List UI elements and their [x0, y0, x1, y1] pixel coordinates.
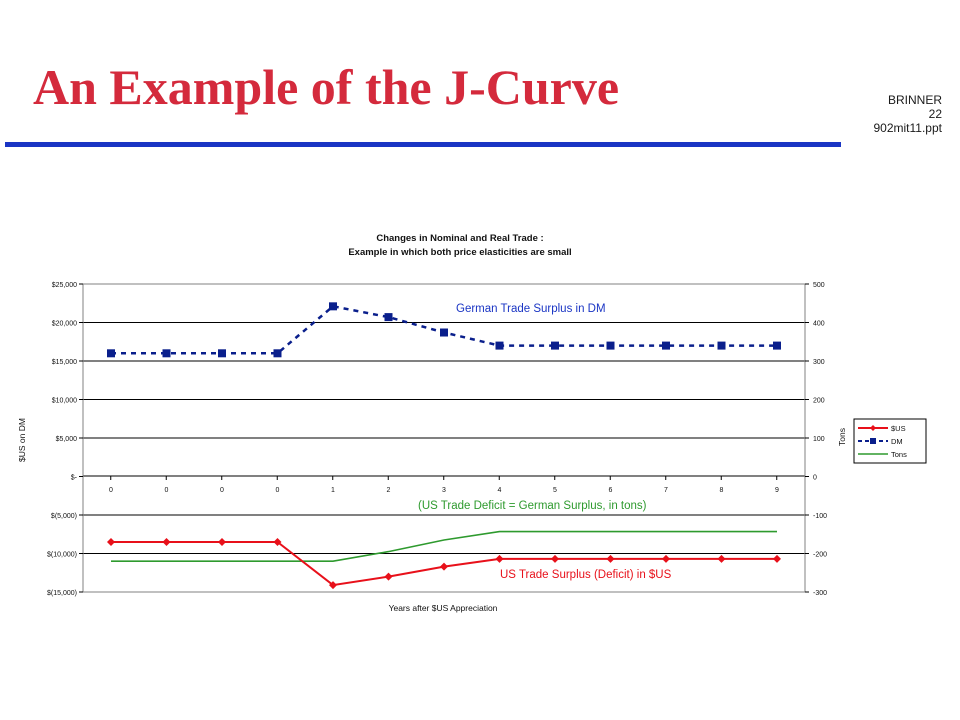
dm-point	[384, 313, 393, 322]
slide-meta: BRINNER 22 902mit11.ppt	[874, 93, 943, 135]
dm-point	[773, 341, 781, 350]
right-tick-label: -300	[813, 590, 827, 597]
dm-point	[551, 341, 559, 350]
legend-entries: $US DM Tons	[858, 424, 907, 459]
x-tick-label: 0	[109, 487, 113, 494]
x-tick-label: 7	[664, 487, 668, 494]
meta-file: 902mit11.ppt	[873, 121, 943, 135]
x-tick-label: 4	[498, 487, 502, 494]
dm-point	[440, 328, 448, 337]
usd-point	[329, 581, 337, 590]
chart-title-line2: Example in which both price elasticities…	[348, 247, 571, 258]
right-tick-label: 400	[813, 321, 825, 328]
right-tick-label: -100	[813, 513, 827, 520]
left-tick-label: $(5,000)	[51, 513, 77, 520]
usd-point	[384, 572, 393, 581]
usd-point	[440, 562, 448, 571]
usd-point	[162, 537, 171, 546]
left-tick-label: $(10,000)	[47, 552, 77, 559]
meta-page: 22	[928, 107, 942, 121]
title-rule	[5, 142, 841, 147]
x-tick-label: 1	[331, 487, 335, 494]
usd-annotation: US Trade Surplus (Deficit) in $US	[500, 569, 672, 581]
right-tick-label: 500	[813, 282, 825, 289]
left-tick-label: $15,000	[52, 359, 77, 366]
left-tick-label: $20,000	[52, 321, 77, 328]
usd-point	[495, 554, 504, 563]
usd-point	[107, 537, 115, 546]
usd-point	[273, 537, 282, 546]
left-tick-label: $(15,000)	[47, 590, 77, 597]
series-layer	[107, 302, 781, 590]
usd-legend-label: $US	[891, 424, 906, 433]
left-tick-label: $-	[71, 475, 78, 482]
right-tick-label: 200	[813, 398, 825, 405]
dm-point	[717, 341, 726, 350]
dm-point	[162, 349, 171, 358]
dm-point	[218, 349, 226, 358]
x-tick-label: 0	[165, 487, 169, 494]
right-axis-label: Tons	[837, 428, 847, 446]
left-tick-label: $10,000	[52, 398, 77, 405]
usd-point	[662, 554, 670, 563]
legend-box	[853, 418, 927, 464]
usd-point	[218, 537, 226, 546]
slide-title: An Example of the J-Curve	[33, 59, 620, 115]
usd-point	[606, 554, 615, 563]
x-tick-label: 5	[553, 487, 557, 494]
dm-point	[107, 349, 115, 358]
left-tick-label: $5,000	[56, 436, 78, 443]
chart-title-line1: Changes in Nominal and Real Trade :	[376, 233, 543, 244]
x-tick-label: 0	[276, 487, 280, 494]
right-tick-label: -200	[813, 552, 827, 559]
dm-annotation: German Trade Surplus in DM	[456, 303, 606, 315]
right-tick-label: 0	[813, 475, 817, 482]
x-tick-label: 8	[720, 487, 724, 494]
x-tick-label: 6	[609, 487, 613, 494]
x-tick-label: 3	[442, 487, 446, 494]
dm-point	[273, 349, 282, 358]
right-tick-label: 300	[813, 359, 825, 366]
left-tick-label: $25,000	[52, 282, 77, 289]
usd-point	[551, 554, 559, 563]
meta-author: BRINNER	[887, 93, 942, 107]
grid-lines	[83, 322, 805, 554]
x-axis-label: Years after $US Appreciation	[389, 603, 498, 613]
left-axis-label: $US on DM	[17, 418, 27, 462]
dm-legend-label: DM	[891, 437, 903, 446]
x-tick-label: 9	[775, 487, 779, 494]
usd-legend-marker	[870, 425, 876, 431]
dm-point	[495, 341, 504, 350]
tons-annotation: (US Trade Deficit = German Surplus, in t…	[418, 500, 647, 512]
dm-legend-marker	[870, 438, 876, 444]
x-tick-label: 0	[220, 487, 224, 494]
axis-ticks: $25,000 $20,000 $15,000 $10,000 $5,000 $- $(5,…	[47, 282, 827, 597]
x-tick-label: 2	[387, 487, 391, 494]
dm-point	[606, 341, 615, 350]
chart-legend: $US DM Tons	[853, 418, 927, 464]
usd-point	[773, 554, 781, 563]
usd-point	[717, 554, 726, 563]
right-tick-label: 100	[813, 436, 825, 443]
dm-point	[662, 341, 670, 350]
tons-legend-label: Tons	[891, 450, 907, 459]
tons-series-line	[111, 530, 777, 563]
dm-point	[329, 302, 337, 311]
